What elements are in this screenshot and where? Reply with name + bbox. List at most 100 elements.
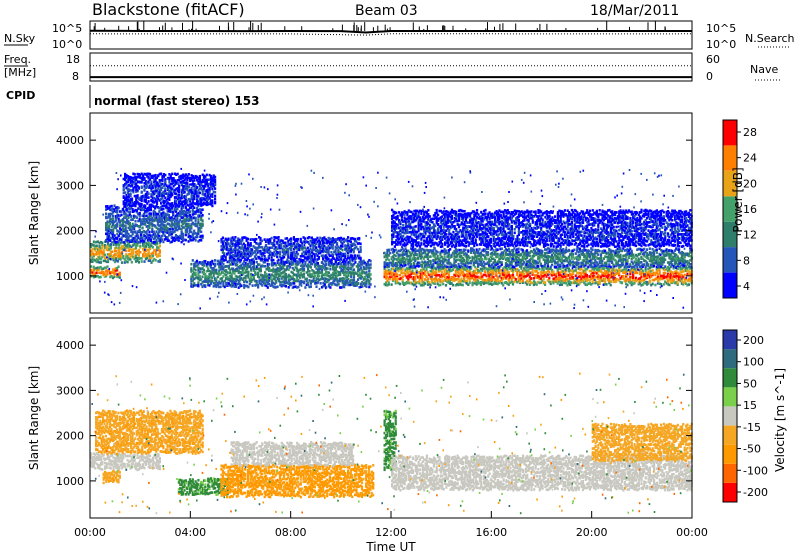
power-cell xyxy=(142,174,145,177)
power-cell xyxy=(293,285,296,289)
power-cell xyxy=(154,243,157,246)
power-cell xyxy=(92,252,95,256)
power-cell xyxy=(411,269,414,273)
freq-frame xyxy=(89,52,693,82)
power-cell xyxy=(197,283,200,286)
power-cell xyxy=(98,245,101,248)
power-cell xyxy=(168,186,171,189)
power-cell xyxy=(214,200,217,204)
power-cell xyxy=(158,210,161,213)
power-cell xyxy=(221,250,224,253)
power-cell xyxy=(154,218,157,222)
power-cell xyxy=(276,269,279,273)
power-cell xyxy=(348,261,351,264)
power-cell xyxy=(277,267,281,271)
power-cell xyxy=(264,265,267,268)
power-cell xyxy=(114,236,117,240)
power-cell xyxy=(244,269,247,272)
power-cell xyxy=(240,266,243,269)
power-cell xyxy=(155,194,159,198)
power-cell xyxy=(201,285,204,289)
power-cell xyxy=(173,215,176,219)
power-cell xyxy=(332,265,335,269)
power-cell xyxy=(126,198,129,202)
power-cell xyxy=(344,265,347,268)
power-cell xyxy=(124,215,127,218)
power-cell xyxy=(90,249,93,253)
power-cell xyxy=(97,250,100,254)
power-cell xyxy=(102,250,105,254)
power-cell xyxy=(135,234,138,237)
power-cell xyxy=(175,192,178,196)
power-cell xyxy=(244,284,247,288)
power-cell xyxy=(355,245,358,249)
power-cell xyxy=(139,251,142,254)
power-cell xyxy=(183,202,186,206)
power-cell xyxy=(255,253,258,256)
power-cell xyxy=(148,215,151,219)
power-cell xyxy=(312,277,315,280)
power-cell xyxy=(190,279,193,283)
power-cell xyxy=(248,278,251,281)
power-cell xyxy=(140,205,143,208)
power-cell xyxy=(147,236,150,239)
power-cell xyxy=(123,216,126,219)
power-cell xyxy=(143,204,146,207)
power-cell xyxy=(128,213,131,216)
power-cell xyxy=(261,284,264,287)
power-cell xyxy=(116,252,119,255)
power-cell xyxy=(112,207,115,211)
power-cell xyxy=(136,249,139,253)
power-cell xyxy=(150,256,153,259)
power-cell xyxy=(484,270,487,273)
power-cell xyxy=(245,247,248,251)
power-cell xyxy=(125,198,128,201)
power-cell xyxy=(187,233,190,236)
power-cell xyxy=(126,236,129,240)
power-cell xyxy=(284,241,287,245)
power-cell xyxy=(117,230,120,233)
power-cell xyxy=(158,260,161,263)
power-cell xyxy=(280,266,283,269)
power-cell xyxy=(255,237,258,241)
power-cell xyxy=(173,224,176,228)
power-cell xyxy=(139,202,142,206)
power-cell xyxy=(95,251,98,254)
power-cell xyxy=(521,279,524,283)
power-cell xyxy=(341,269,344,272)
power-cell xyxy=(252,277,255,281)
power-cell xyxy=(169,208,172,211)
power-cell xyxy=(125,182,128,186)
power-cell xyxy=(191,238,194,242)
power-cell xyxy=(163,226,166,229)
power-cell xyxy=(283,280,286,284)
power-cell xyxy=(198,183,201,187)
power-cell xyxy=(316,272,319,276)
power-cell xyxy=(158,220,161,223)
power-cell xyxy=(305,277,308,281)
power-cell xyxy=(323,268,326,271)
power-cell xyxy=(253,255,256,258)
power-cell xyxy=(308,260,311,264)
power-cell xyxy=(320,265,324,268)
power-cell xyxy=(651,269,654,272)
power-cell xyxy=(169,227,172,231)
power-cell xyxy=(120,236,123,240)
power-cell xyxy=(129,189,132,192)
power-cell xyxy=(298,276,301,279)
power-cell xyxy=(212,281,215,285)
power-cell xyxy=(172,184,175,188)
power-cell xyxy=(166,194,170,198)
power-cell xyxy=(256,251,259,254)
power-cell xyxy=(186,214,189,218)
power-cell xyxy=(234,247,237,250)
power-cell xyxy=(130,239,133,242)
power-cell xyxy=(146,248,149,252)
power-cell xyxy=(369,283,372,286)
power-cell xyxy=(171,204,174,208)
power-cell xyxy=(154,251,157,255)
power-cell xyxy=(174,238,178,241)
power-cell xyxy=(140,233,143,237)
power-cell xyxy=(291,263,294,266)
